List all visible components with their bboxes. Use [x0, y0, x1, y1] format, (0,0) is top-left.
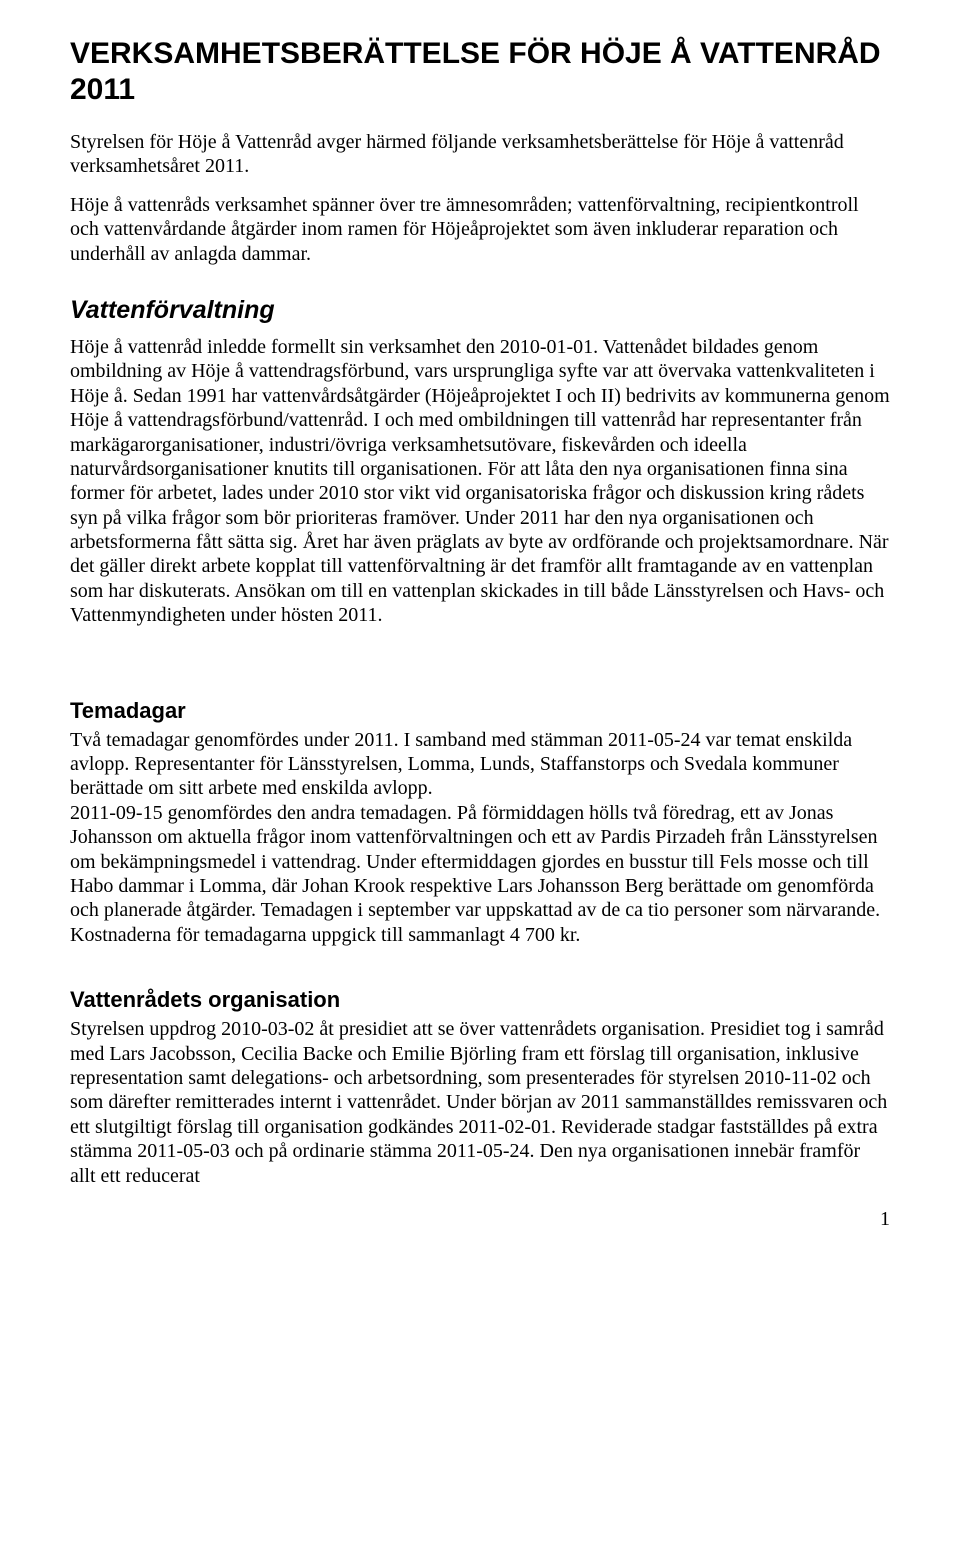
document-page: VERKSAMHETSBERÄTTELSE FÖR HÖJE Å VATTENR… — [0, 0, 960, 1251]
section1-paragraph: Höje å vattenråd inledde formellt sin ve… — [70, 335, 890, 628]
section-heading-temadagar: Temadagar — [70, 698, 890, 724]
section-heading-vattenforvaltning: Vattenförvaltning — [70, 296, 890, 325]
section-heading-organisation: Vattenrådets organisation — [70, 987, 890, 1013]
section3-paragraph: Styrelsen uppdrog 2010-03-02 åt presidie… — [70, 1017, 890, 1188]
section2-paragraph-3: Kostnaderna för temadagarna uppgick till… — [70, 923, 890, 947]
page-number: 1 — [70, 1208, 890, 1231]
section2-paragraph-2: 2011-09-15 genomfördes den andra temadag… — [70, 801, 890, 923]
intro-paragraph-1: Styrelsen för Höje å Vattenråd avger här… — [70, 130, 890, 179]
document-title: VERKSAMHETSBERÄTTELSE FÖR HÖJE Å VATTENR… — [70, 36, 890, 108]
intro-paragraph-2: Höje å vattenråds verksamhet spänner öve… — [70, 193, 890, 266]
section2-paragraph-1: Två temadagar genomfördes under 2011. I … — [70, 728, 890, 801]
